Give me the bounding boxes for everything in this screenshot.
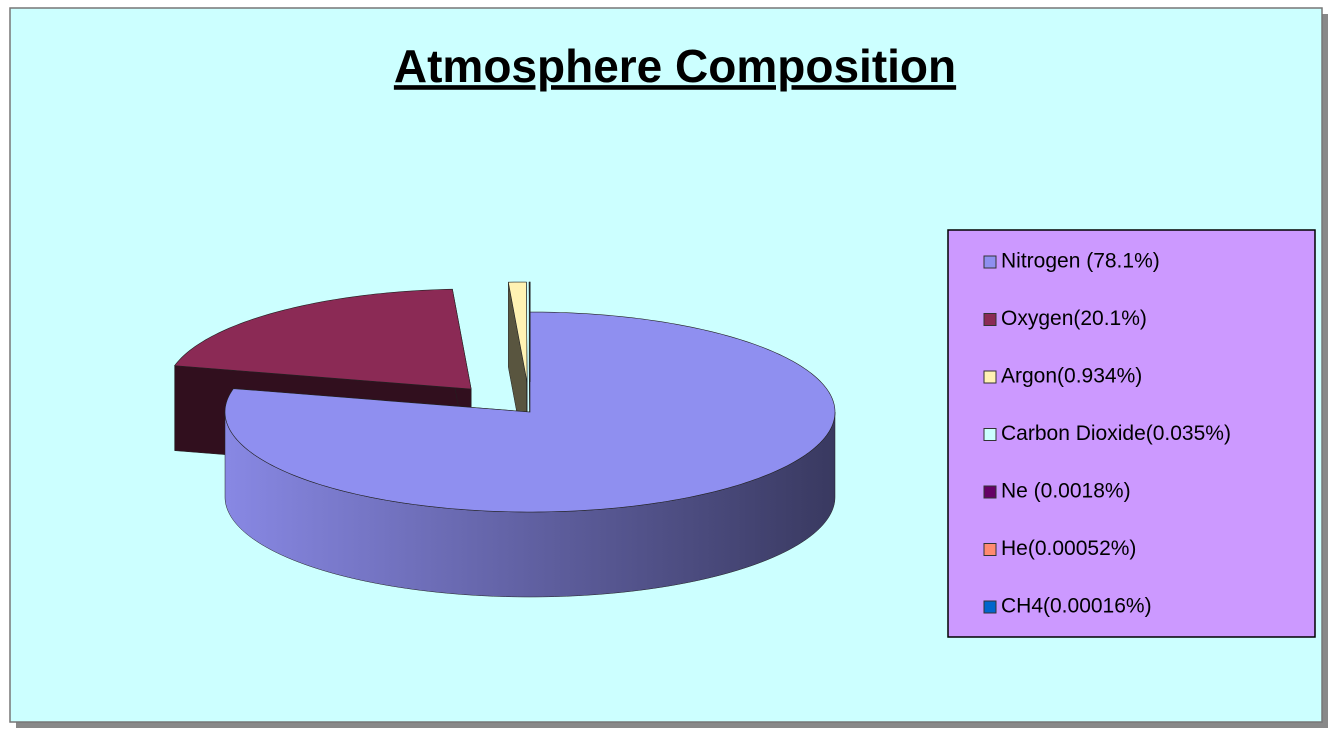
legend-swatch: [984, 544, 996, 556]
legend-label: Argon(0.934%): [1001, 365, 1142, 388]
legend-swatch: [984, 256, 996, 268]
legend-label: He(0.00052%): [1001, 537, 1136, 560]
legend-swatch: [984, 314, 996, 326]
legend-label: CH4(0.00016%): [1001, 595, 1152, 618]
legend-label: Nitrogen (78.1%): [1001, 250, 1160, 273]
legend-label: Oxygen(20.1%): [1001, 307, 1147, 330]
legend-swatch: [984, 601, 996, 613]
legend-swatch: [984, 486, 996, 498]
legend-swatch: [984, 429, 996, 441]
chart-title: Atmosphere Composition: [394, 40, 956, 92]
legend-label: Carbon Dioxide(0.035%): [1001, 422, 1231, 445]
legend-label: Ne (0.0018%): [1001, 480, 1131, 503]
legend-swatch: [984, 371, 996, 383]
